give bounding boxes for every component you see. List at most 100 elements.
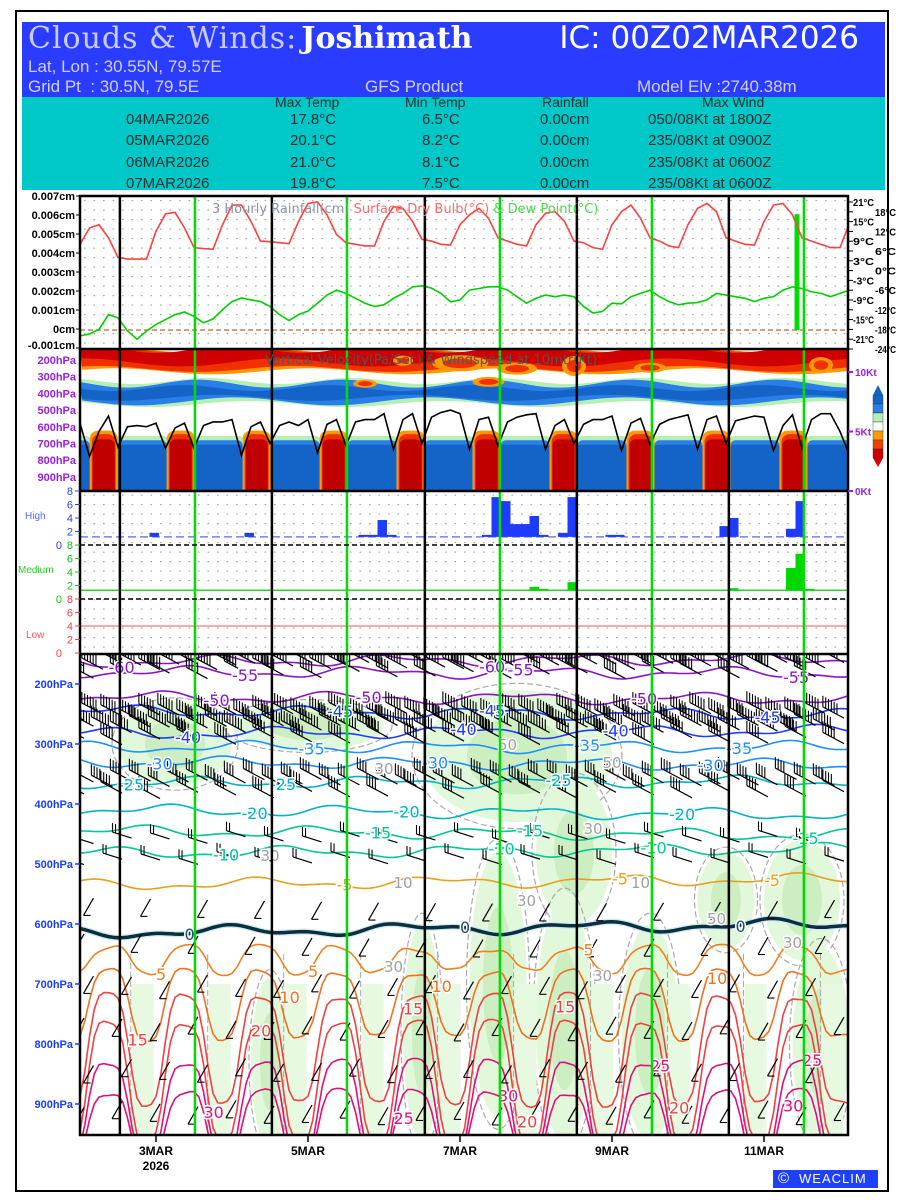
vv-blob bbox=[640, 364, 660, 371]
wind-barb-staff bbox=[309, 656, 332, 670]
humidity-label: 50 bbox=[498, 736, 517, 754]
wind-barb-staff bbox=[290, 779, 313, 792]
wind-barb bbox=[622, 704, 645, 727]
wind-barb-staff bbox=[80, 718, 94, 727]
wind-barb bbox=[80, 933, 85, 952]
wind-barb bbox=[242, 706, 265, 730]
wind-axis-label: 0Kt bbox=[855, 487, 872, 498]
wind-barb bbox=[755, 762, 778, 786]
wind-barb bbox=[736, 703, 759, 726]
wind-barb-staff bbox=[272, 1063, 285, 1082]
wind-barb bbox=[348, 980, 361, 999]
column-header: Max Temp bbox=[275, 94, 340, 110]
wind-barb-staff bbox=[661, 767, 683, 781]
wind-barb-staff bbox=[386, 1064, 399, 1083]
isotherm-label: -55 bbox=[783, 668, 809, 687]
isotherm-label: 10 bbox=[280, 988, 300, 1007]
legend-swatch bbox=[872, 448, 884, 459]
wind-barb bbox=[746, 720, 769, 744]
wind-barb bbox=[196, 899, 209, 918]
wind-barb-staff bbox=[680, 713, 702, 727]
vv-pressure-label: 300hPa bbox=[37, 372, 76, 384]
isotherm-label: 0 bbox=[460, 918, 470, 937]
wind-barb-staff bbox=[157, 703, 180, 716]
wind-barb bbox=[481, 903, 494, 922]
wind-barb bbox=[546, 758, 569, 782]
wind-barb-staff bbox=[766, 900, 779, 919]
wind-barb-staff bbox=[214, 702, 237, 715]
wind-barb bbox=[605, 828, 626, 844]
wind-barb bbox=[643, 821, 664, 838]
wind-barb bbox=[652, 1058, 665, 1077]
wind-barb bbox=[244, 936, 256, 955]
wind-barb-staff bbox=[139, 898, 152, 917]
wind-barb-staff bbox=[529, 1018, 541, 1037]
wind-barb-staff bbox=[576, 981, 589, 1000]
isotherm-label: -10 bbox=[641, 838, 667, 857]
vv-subsidence-core bbox=[80, 444, 90, 491]
humidity-label: 30 bbox=[584, 820, 603, 838]
wind-barb bbox=[366, 715, 389, 738]
summary-rain: 0.00cm bbox=[540, 111, 590, 128]
temp-axis-label: 21°C bbox=[853, 197, 874, 209]
humidity-label: 30 bbox=[261, 847, 280, 865]
wind-barb-staff bbox=[833, 1016, 845, 1035]
wind-barb-staff bbox=[822, 731, 845, 745]
humidity-contour bbox=[531, 772, 617, 932]
wind-barb-staff bbox=[264, 834, 284, 842]
wind-barb-staff bbox=[594, 780, 617, 793]
wind-barb-staff bbox=[300, 767, 322, 780]
summary-wind: 235/08Kt at 0600Z bbox=[648, 153, 772, 171]
humidity-label: 30 bbox=[517, 892, 536, 910]
wind-barb bbox=[138, 716, 161, 740]
medium-scale-label: 6 bbox=[67, 554, 73, 566]
wind-barb bbox=[394, 707, 417, 731]
pressure-label: 800hPa bbox=[34, 1039, 73, 1051]
wind-barb bbox=[766, 900, 779, 920]
wind-barb-staff bbox=[709, 901, 722, 920]
wind-barb bbox=[603, 705, 626, 729]
isotherm-label: 30 bbox=[498, 1087, 518, 1106]
wind-barb bbox=[301, 826, 322, 843]
wind-barb bbox=[375, 654, 398, 678]
wind-barb-staff bbox=[148, 715, 170, 728]
wind-barb bbox=[453, 1023, 465, 1042]
wind-barb bbox=[299, 655, 322, 679]
wind-barb-staff bbox=[376, 665, 398, 678]
vv-blob bbox=[478, 378, 499, 385]
weaclim-badge[interactable]: © WEACLIM bbox=[773, 1170, 878, 1188]
date-label: 5MAR bbox=[291, 1144, 325, 1158]
wind-barb bbox=[128, 758, 151, 782]
isotherm-label: 5 bbox=[308, 962, 318, 981]
humidity-column bbox=[591, 984, 614, 1135]
wind-barb-staff bbox=[492, 836, 512, 845]
vv-subsidence-core bbox=[424, 444, 473, 491]
wind-barb bbox=[187, 828, 208, 844]
isotherm-label: -30 bbox=[147, 755, 173, 774]
high-cloud-bar bbox=[149, 532, 159, 537]
wind-barb bbox=[784, 715, 807, 738]
wind-barb-staff bbox=[824, 854, 845, 862]
wind-barb-staff bbox=[271, 654, 294, 667]
wind-barb bbox=[80, 1017, 85, 1037]
vv-subsidence-core bbox=[194, 444, 243, 491]
wind-barb-staff bbox=[520, 852, 541, 860]
wind-barb bbox=[139, 898, 152, 917]
wind-barb bbox=[318, 703, 341, 726]
wind-barb-staff bbox=[100, 732, 123, 746]
humidity-column bbox=[821, 984, 844, 1135]
vv-subsidence-core bbox=[347, 444, 397, 491]
wind-barb bbox=[386, 977, 399, 997]
temp-axis-label: -15°C bbox=[853, 315, 874, 327]
wind-barb-staff bbox=[91, 716, 113, 729]
wind-barb-staff bbox=[377, 1106, 389, 1125]
wind-barb-staff bbox=[404, 731, 427, 745]
medium-scale-label: 0 bbox=[56, 594, 62, 606]
wind-barb bbox=[80, 838, 94, 845]
rain-axis-label: 0.003cm bbox=[32, 267, 76, 279]
wind-barb-staff bbox=[594, 728, 617, 741]
rain-axis-label: 0.001cm bbox=[32, 305, 76, 317]
wind-barb bbox=[529, 1101, 541, 1120]
wind-barb-staff bbox=[480, 726, 503, 739]
vv-subsidence-core bbox=[807, 444, 848, 491]
